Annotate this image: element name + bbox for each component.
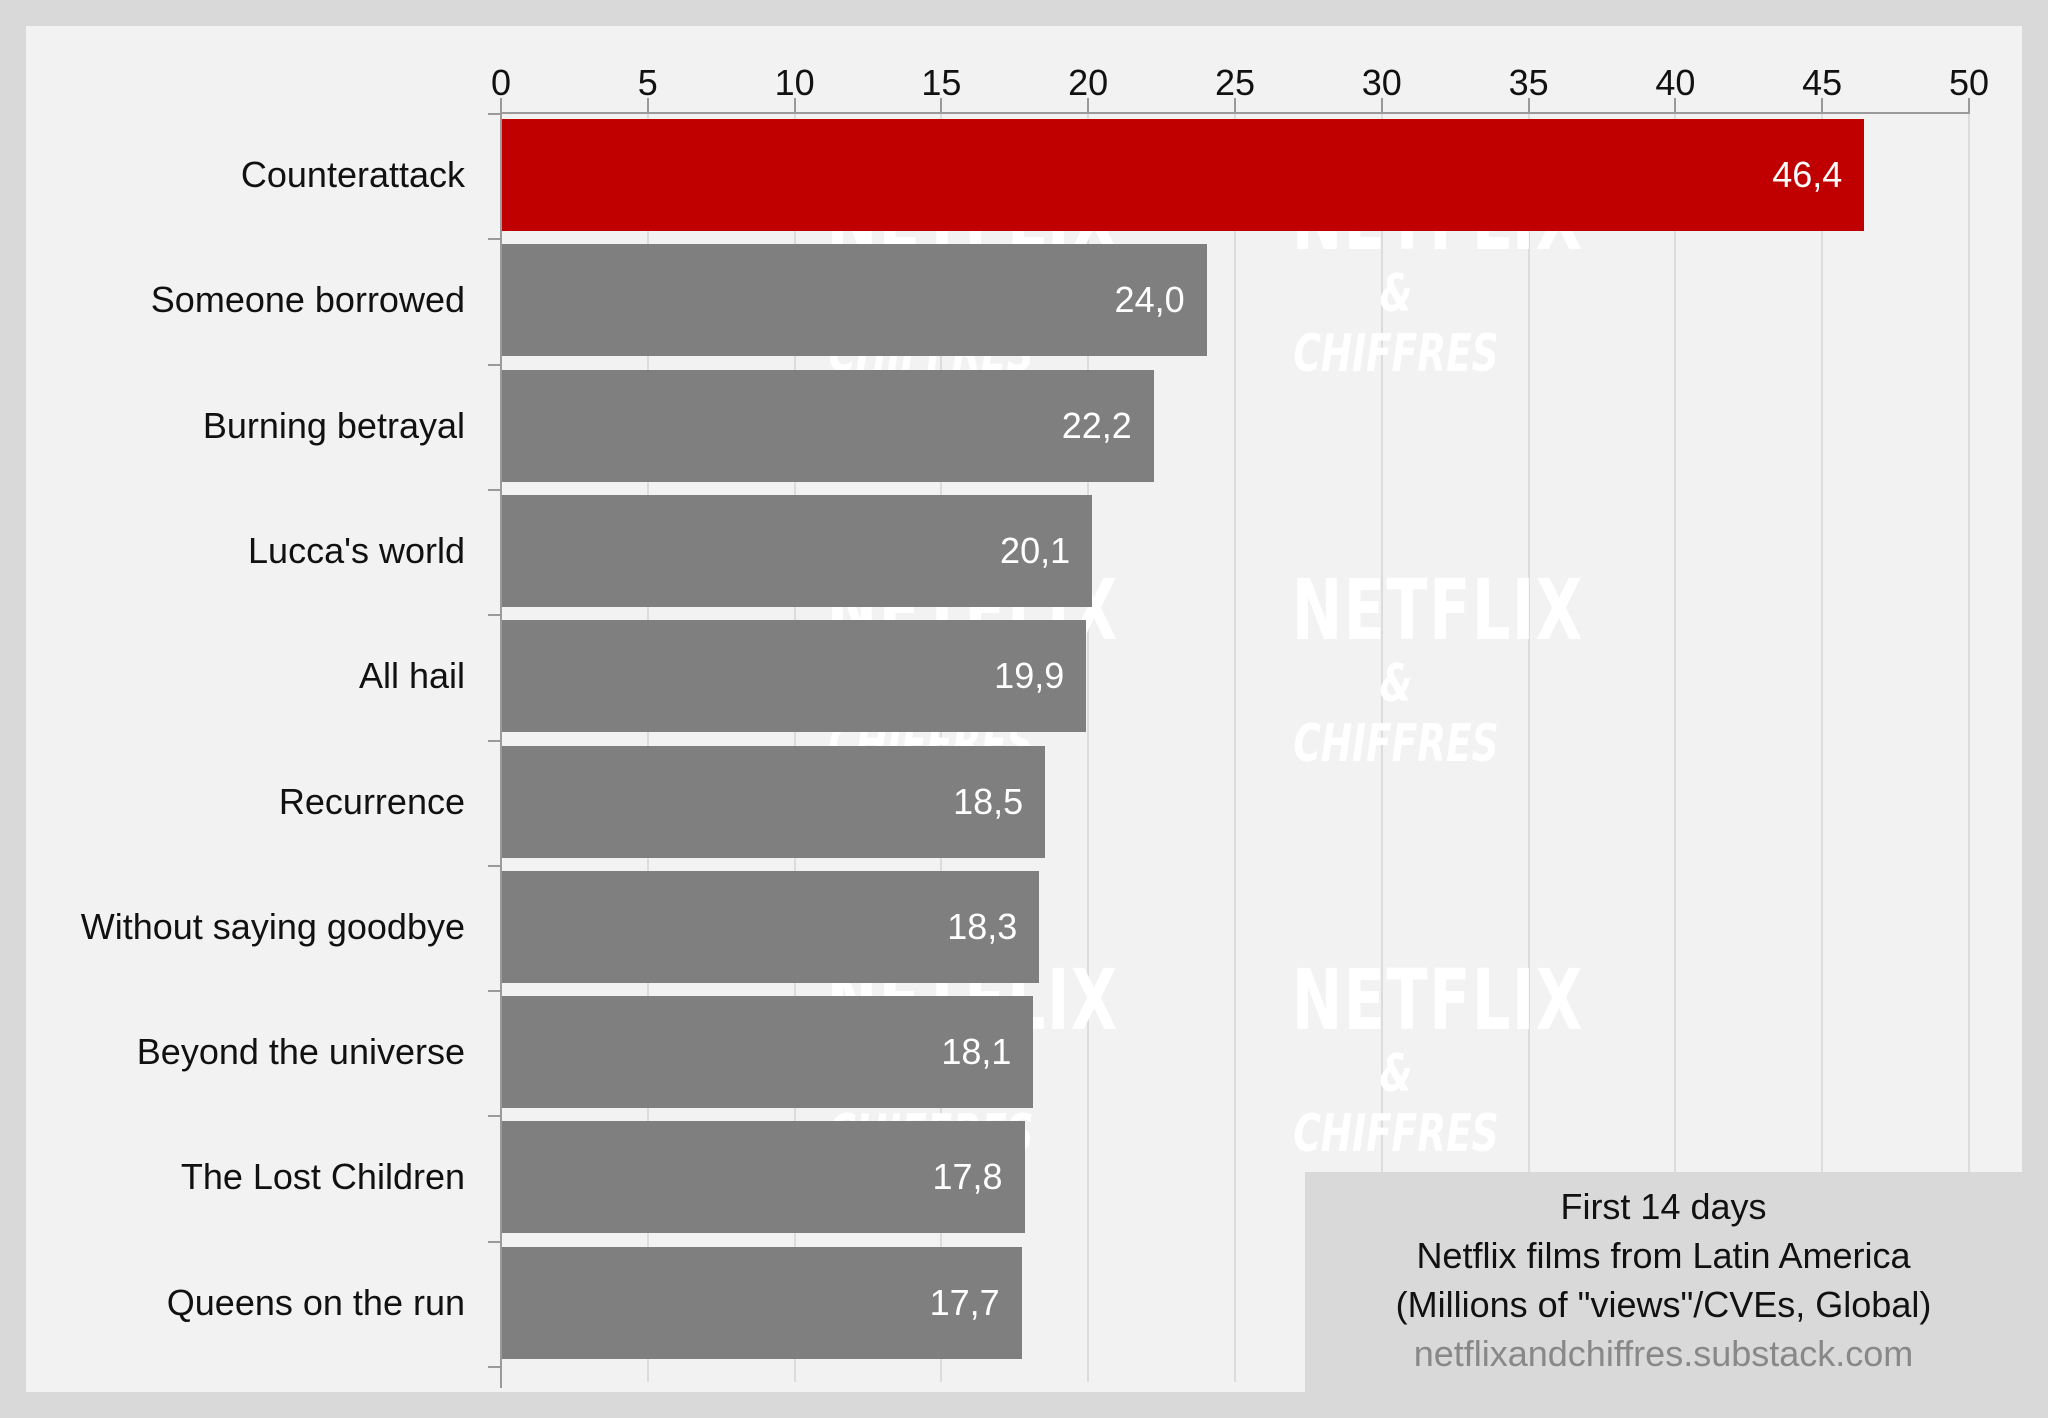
y-tick-mark (488, 1240, 502, 1243)
bar-value-label: 19,9 (994, 655, 1065, 697)
bar-value-label: 22,2 (1061, 404, 1132, 446)
legend-units: (Millions of "views"/CVEs, Global) (1395, 1284, 1932, 1325)
category-label: Queens on the run (166, 1281, 465, 1323)
category-label: All hail (358, 655, 465, 697)
x-tick-label: 25 (1214, 62, 1256, 103)
x-tick-label: 45 (1802, 62, 1843, 103)
watermark-chiffres-text: & CHIFFRES (1293, 264, 1499, 384)
x-tick-label: 30 (1361, 62, 1402, 103)
x-tick-mark (1380, 98, 1383, 112)
bar-value-label: 18,5 (953, 780, 1024, 822)
watermark-netflix-text: NETFLIX (1291, 561, 1584, 659)
category-label: The Lost Children (180, 1156, 465, 1198)
category-label: Without saying goodbye (80, 905, 465, 947)
watermark-netflix-text: NETFLIX (1291, 951, 1584, 1049)
source-link[interactable]: netflixandchiffres.substack.com (1413, 1333, 1914, 1374)
x-tick-mark (940, 98, 943, 112)
bar: 18,1 (502, 996, 1034, 1109)
x-tick-label: 50 (1948, 62, 1990, 103)
y-tick-mark (488, 739, 502, 742)
watermark-chiffres-text: & CHIFFRES (1293, 654, 1499, 774)
gridline (1380, 112, 1383, 1382)
bar-value-label: 17,7 (929, 1281, 1000, 1323)
bar-value-label: 24,0 (1114, 279, 1185, 321)
bar-value-label: 17,8 (932, 1156, 1003, 1198)
bar-value-label: 46,4 (1772, 154, 1843, 195)
x-tick-mark (1527, 98, 1530, 112)
bar: 17,7 (502, 1246, 1022, 1359)
x-tick-mark (646, 98, 649, 112)
x-axis-line (500, 112, 1970, 114)
bar: 18,3 (502, 870, 1040, 983)
y-tick-mark (488, 1366, 502, 1368)
bar: 20,1 (502, 494, 1093, 607)
y-tick-mark (488, 614, 502, 617)
gridline (1821, 112, 1824, 1382)
category-label: Lucca's world (248, 529, 465, 571)
x-tick-label: 35 (1508, 62, 1549, 103)
category-label: Burning betrayal (202, 404, 465, 446)
gridline (1087, 112, 1090, 1382)
y-tick-mark (488, 864, 502, 867)
x-tick-mark (1674, 98, 1677, 112)
watermark-chiffres-text: & CHIFFRES (1293, 1044, 1499, 1164)
x-tick-mark (1087, 98, 1090, 112)
gridline (1234, 112, 1236, 1382)
x-tick-label: 5 (637, 62, 658, 103)
gridline (1674, 112, 1677, 1382)
x-tick-label: 20 (1068, 62, 1109, 103)
legend-title: First 14 days (1560, 1186, 1767, 1227)
y-tick-mark (488, 1115, 502, 1118)
x-tick-mark (1234, 98, 1236, 112)
x-tick-label: 15 (921, 62, 962, 103)
x-tick-mark (793, 98, 796, 112)
chart-panel: NETFLIX & CHIFFRES NETFLIX & CHIFFRES NETFLI… (26, 26, 2022, 1392)
category-label: Beyond the universe (136, 1031, 465, 1073)
category-label: Counterattack (240, 154, 465, 195)
x-tick-label: 0 (490, 62, 512, 103)
category-label: Someone borrowed (150, 279, 465, 321)
bar-value-label: 18,1 (941, 1031, 1012, 1073)
gridline (1527, 112, 1530, 1382)
y-tick-mark (488, 990, 502, 993)
x-tick-label: 10 (774, 62, 815, 103)
bar-value-label: 20,1 (1000, 529, 1071, 571)
y-tick-mark (488, 238, 502, 241)
bar: 22,2 (502, 369, 1154, 482)
x-tick-mark (500, 98, 502, 112)
watermark-logo: NETFLIX& CHIFFRES (1251, 561, 1584, 774)
y-tick-mark (488, 363, 502, 366)
bar: 24,0 (502, 244, 1207, 357)
bar: 17,8 (502, 1121, 1025, 1234)
y-axis-line (500, 112, 502, 1388)
gridline (1968, 112, 1970, 1382)
bar-value-label: 18,3 (947, 905, 1018, 947)
bar: 19,9 (502, 620, 1087, 733)
x-tick-label: 40 (1655, 62, 1696, 103)
chart-legend-box: First 14 days Netflix films from Latin A… (1305, 1172, 2022, 1392)
x-tick-mark (1821, 98, 1824, 112)
highlighted-bar: 46,4 (502, 119, 1865, 231)
y-tick-mark (488, 488, 502, 491)
y-tick-mark (488, 113, 502, 115)
bar: 18,5 (502, 745, 1046, 858)
category-label: Recurrence (278, 780, 465, 822)
x-tick-mark (1968, 98, 1970, 112)
watermark-logo: NETFLIX& CHIFFRES (1251, 951, 1584, 1164)
legend-subtitle: Netflix films from Latin America (1416, 1235, 1911, 1276)
